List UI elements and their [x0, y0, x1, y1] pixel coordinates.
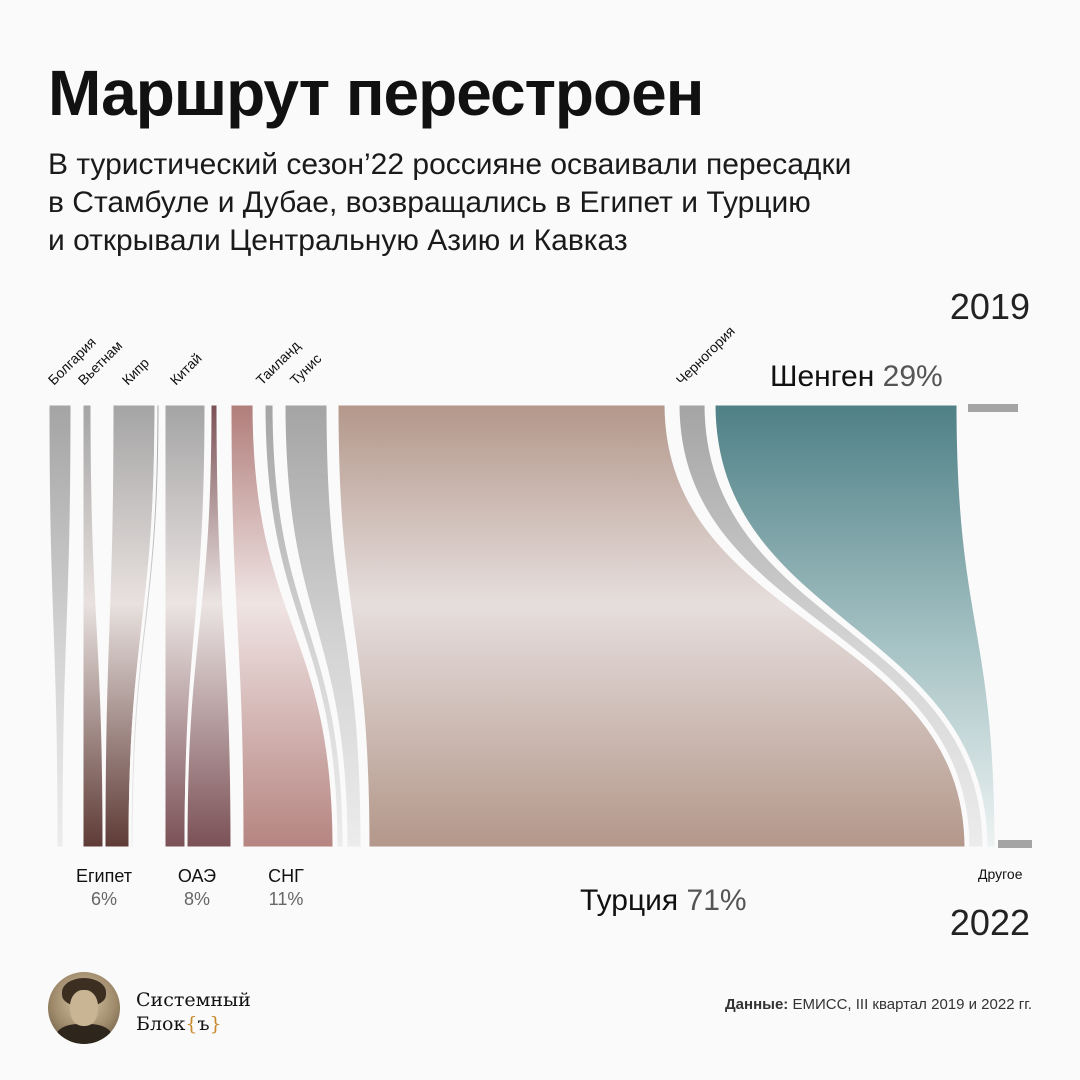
flow-turkey — [335, 402, 968, 850]
data-source: Данные: ЕМИСС, III квартал 2019 и 2022 г… — [725, 996, 1032, 1013]
node-bar-other-top — [968, 404, 1018, 412]
sankey-flows — [46, 402, 1032, 850]
brand-line-2: Блок{ъ} — [136, 1013, 222, 1035]
node-label-egypt: Египет 6% — [54, 866, 154, 910]
brand-name: Системный Блок{ъ} — [136, 988, 251, 1036]
flow-thailand — [262, 402, 346, 850]
schengen-share: 29% — [882, 360, 943, 393]
node-label-other: Другое — [978, 866, 1023, 882]
uae-share: 8% — [183, 889, 210, 909]
flow-cis — [228, 402, 336, 850]
flow-schengen — [712, 402, 998, 850]
cis-share: 11% — [268, 889, 304, 909]
flow-vietnam-egypt — [80, 402, 106, 850]
turkey-name: Турция — [580, 884, 679, 917]
uae-name: ОАЭ — [177, 866, 217, 886]
brand-logo-portrait — [48, 972, 120, 1044]
egypt-name: Египет — [75, 866, 133, 886]
subtitle-line: в Стамбуле и Дубае, возвращались в Египе… — [48, 186, 811, 219]
subtitle-line: В туристический сезон’22 россияне осваив… — [48, 148, 852, 181]
page-title: Маршрут перестроен — [48, 57, 704, 129]
egypt-share: 6% — [90, 889, 117, 909]
year-2022-label: 2022 — [949, 902, 1030, 943]
flow-tunisia — [282, 402, 364, 850]
schengen-name: Шенген — [770, 360, 875, 393]
flow-cyprus-other — [128, 402, 162, 850]
node-label-uae: ОАЭ 8% — [147, 866, 247, 910]
brand-line-1: Системный — [136, 989, 251, 1011]
node-label-cis: СНГ 11% — [236, 866, 336, 910]
year-2019-label: 2019 — [949, 286, 1030, 327]
flow-bulgaria — [46, 402, 74, 850]
node-label-schengen: Шенген 29% — [770, 360, 943, 394]
source-text: ЕМИСС, III квартал 2019 и 2022 гг. — [788, 996, 1032, 1013]
node-bar-other-bottom — [998, 840, 1032, 848]
cis-name: СНГ — [268, 866, 304, 886]
flow-montenegro — [676, 402, 986, 850]
node-label-turkey: Турция 71% — [580, 884, 747, 918]
subtitle-line: и открывали Центральную Азию и Кавказ — [48, 224, 628, 257]
source-label: Данные: — [725, 996, 789, 1013]
subtitle: В туристический сезон’22 россияне осваив… — [48, 146, 948, 260]
flow-uae-dark — [184, 402, 234, 850]
turkey-share: 71% — [686, 884, 747, 917]
